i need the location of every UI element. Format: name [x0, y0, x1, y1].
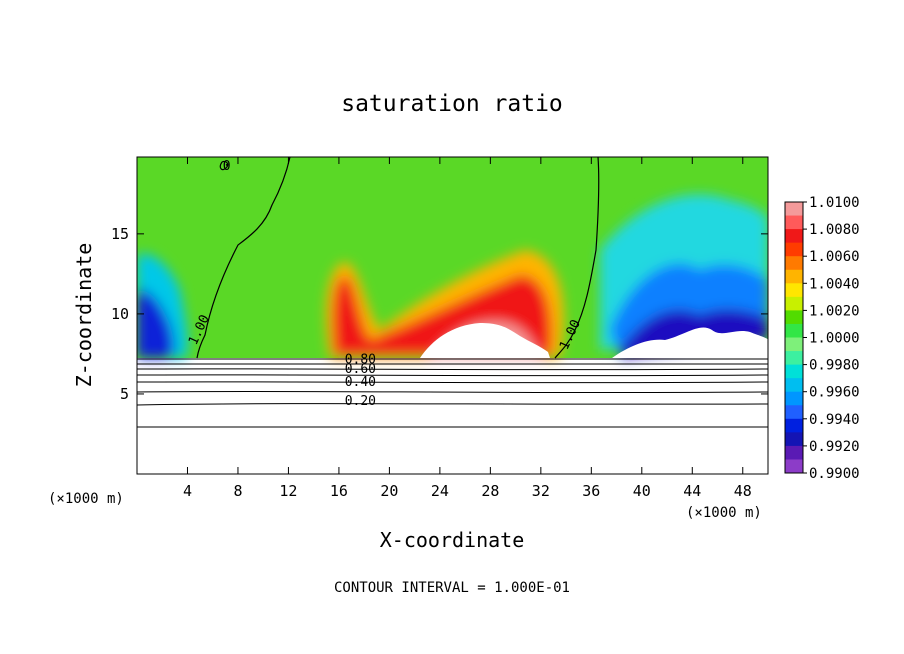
contour-label: 0.60 — [345, 362, 376, 377]
contour-interval-footer: CONTOUR INTERVAL = 1.000E-01 — [334, 580, 570, 596]
colorbar-tick-label: 1.0000 — [809, 331, 860, 347]
y-tick-label: 5 — [120, 385, 129, 403]
colorbar-swatch — [785, 351, 803, 366]
colorbar-tick-label: 1.0040 — [809, 276, 860, 292]
colorbar-tick-label: 0.9940 — [809, 412, 860, 428]
colorbar-tick-label: 0.9960 — [809, 385, 860, 401]
left-darkblue-region — [137, 289, 174, 358]
colorbar-tick-label: 1.0100 — [809, 195, 860, 211]
x-tick-label: 4 — [183, 482, 192, 500]
contour-small-top — [219, 160, 229, 171]
contour-label: 0.80 — [345, 353, 376, 368]
colorbar-tick-label: 0.9980 — [809, 358, 860, 374]
plot-frame — [136, 156, 769, 475]
y-tick-label: 10 — [111, 305, 129, 323]
y-axis-title: Z-coordinate — [72, 243, 96, 388]
x-tick-label: 36 — [582, 482, 600, 500]
colorbar-swatch — [785, 459, 803, 474]
colorbar-tick-label: 1.0020 — [809, 303, 860, 319]
x-unit-label-right: (×1000 m) — [686, 505, 762, 521]
colorbar-tick-label: 1.0060 — [809, 249, 860, 265]
colorbar-swatch — [785, 215, 803, 230]
contour-label: 0.40 — [345, 375, 376, 390]
colorbar-swatch — [785, 202, 803, 217]
colorbar-tick-label: 0.9920 — [809, 439, 860, 455]
colorbar-swatch — [785, 445, 803, 460]
colorbar-swatch — [785, 323, 803, 338]
x-axis-title: X-coordinate — [380, 528, 525, 552]
contour-1.00-left — [196, 157, 291, 359]
y-axis: 5 10 15 — [111, 225, 768, 403]
colorbar-swatch — [785, 310, 803, 325]
x-tick-label: 28 — [481, 482, 499, 500]
x-tick-label: 12 — [279, 482, 297, 500]
colorbar-swatch — [785, 242, 803, 257]
colorbar-swatch — [785, 256, 803, 271]
x-tick-label: 48 — [734, 482, 752, 500]
colorbar-swatch — [785, 229, 803, 244]
colorbar-swatch — [785, 391, 803, 406]
contour-label: 0.20 — [345, 394, 376, 409]
colorbar-tick-label: 1.0080 — [809, 222, 860, 238]
colorbar-swatch — [785, 432, 803, 447]
x-tick-label: 32 — [532, 482, 550, 500]
colorbar-swatch — [785, 296, 803, 311]
colorbar-tick-label: 0.9900 — [809, 466, 860, 482]
x-tick-label: 44 — [683, 482, 701, 500]
x-unit-label-left: (×1000 m) — [48, 491, 124, 507]
lower-contours — [137, 358, 768, 428]
x-tick-label: 40 — [633, 482, 651, 500]
x-tick-label: 16 — [330, 482, 348, 500]
colorbar-swatch — [785, 378, 803, 393]
contour-label: 0 — [223, 159, 231, 174]
colorbar-swatch — [785, 283, 803, 298]
plot-area — [137, 157, 768, 474]
colorbar-swatch — [785, 269, 803, 284]
x-tick-label: 20 — [380, 482, 398, 500]
colorbar-swatch — [785, 405, 803, 420]
colorbar-swatch — [785, 364, 803, 379]
colorbar: 1.0100 1.0080 1.0060 1.0040 1.0020 1.0000 0.99… — [784, 195, 860, 482]
x-tick-label: 24 — [431, 482, 449, 500]
contour-labels: 1.00 1.000.800.600.400.200 — [186, 159, 584, 409]
white-hill-region-right — [612, 327, 768, 358]
white-hill-region — [420, 323, 550, 358]
contour-1.00-right — [554, 157, 600, 359]
colorbar-swatch — [785, 418, 803, 433]
x-tick-label: 8 — [233, 482, 242, 500]
colorbar-swatch — [785, 337, 803, 352]
x-axis: 4 8 12 16 20 24 28 32 36 40 44 48 — [183, 157, 752, 500]
y-tick-label: 15 — [111, 225, 129, 243]
chart-title: saturation ratio — [341, 91, 563, 117]
